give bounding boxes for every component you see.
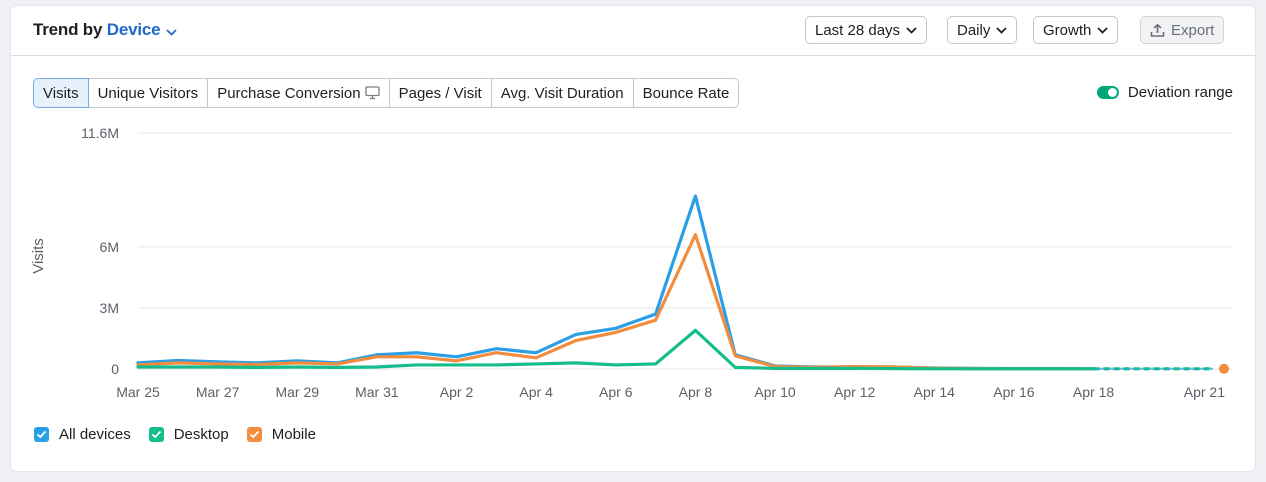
x-tick-label: Apr 6 xyxy=(599,384,633,400)
x-tick-label: Mar 27 xyxy=(196,384,240,400)
y-tick-label: 3M xyxy=(100,300,119,316)
legend-item-desktop[interactable]: Desktop xyxy=(148,426,229,443)
metric-mode-label: Growth xyxy=(1043,22,1092,39)
chart-legend: All devices Desktop Mobile xyxy=(34,426,334,443)
x-tick-label: Mar 25 xyxy=(116,384,160,400)
card-title: Trend by Device xyxy=(33,20,178,41)
last-point-marker xyxy=(1219,363,1229,374)
y-tick-label: 0 xyxy=(111,361,119,377)
x-tick-label: Apr 16 xyxy=(993,384,1034,400)
trend-card: Trend by Device Last 28 days Daily Growt… xyxy=(11,6,1255,471)
tab-bounce-rate[interactable]: Bounce Rate xyxy=(632,78,740,108)
x-tick-label: Apr 14 xyxy=(914,384,955,400)
tab-unique-visitors[interactable]: Unique Visitors xyxy=(87,78,209,108)
x-tick-label: Mar 29 xyxy=(275,384,319,400)
x-tick-label: Apr 21 xyxy=(1184,384,1225,400)
tab-label: Visits xyxy=(43,85,79,102)
dimension-selector[interactable]: Device xyxy=(107,20,178,39)
tab-label: Unique Visitors xyxy=(97,85,199,102)
export-button[interactable]: Export xyxy=(1140,16,1225,44)
y-axis-label: Visits xyxy=(30,238,47,274)
card-header: Trend by Device Last 28 days Daily Growt… xyxy=(11,6,1255,56)
metric-tabs: Visits Unique Visitors Purchase Conversi… xyxy=(33,78,740,108)
legend-label: Desktop xyxy=(173,426,229,443)
upload-icon xyxy=(1150,23,1165,37)
legend-item-mobile[interactable]: Mobile xyxy=(246,426,316,443)
tab-pages-per-visit[interactable]: Pages / Visit xyxy=(388,78,492,108)
x-tick-label: Apr 4 xyxy=(519,384,553,400)
legend-label: Mobile xyxy=(271,426,316,443)
tab-label: Purchase Conversion xyxy=(217,85,361,102)
tab-label: Pages / Visit xyxy=(398,85,482,102)
granularity-label: Daily xyxy=(957,22,991,39)
checkbox-checked-icon[interactable] xyxy=(148,427,164,442)
granularity-dropdown[interactable]: Daily xyxy=(947,16,1018,44)
period-dropdown[interactable]: Last 28 days xyxy=(805,16,928,44)
title-prefix: Trend by xyxy=(33,20,103,39)
chevron-down-icon xyxy=(166,21,178,41)
export-label: Export xyxy=(1171,22,1215,39)
x-tick-label: Mar 31 xyxy=(355,384,399,400)
checkbox-checked-icon[interactable] xyxy=(34,427,49,442)
x-tick-label: Apr 8 xyxy=(679,384,713,400)
tab-label: Bounce Rate xyxy=(642,85,730,102)
deviation-range-label: Deviation range xyxy=(1127,84,1233,101)
deviation-range-control: Deviation range xyxy=(1096,84,1233,101)
legend-label: All devices xyxy=(59,426,131,443)
deviation-range-toggle[interactable] xyxy=(1096,86,1119,99)
chevron-down-icon xyxy=(906,26,917,34)
y-tick-label: 6M xyxy=(100,239,119,255)
tab-label: Avg. Visit Duration xyxy=(500,85,624,102)
tab-purchase-conversion[interactable]: Purchase Conversion xyxy=(207,78,390,108)
dimension-label: Device xyxy=(106,20,161,39)
legend-item-all-devices[interactable]: All devices xyxy=(34,426,131,443)
tab-avg-visit-duration[interactable]: Avg. Visit Duration xyxy=(490,78,634,108)
series-line-all-devices xyxy=(136,194,1096,371)
chevron-down-icon xyxy=(996,26,1007,34)
series-line-desktop xyxy=(136,328,1096,371)
checkbox-checked-icon[interactable] xyxy=(246,427,262,442)
period-label: Last 28 days xyxy=(815,22,901,39)
tab-visits[interactable]: Visits xyxy=(33,78,89,108)
y-tick-label: 11.6M xyxy=(81,125,119,141)
visits-line-chart: Visits 0 3M 6M 11.6M Mar 25 Mar 27 Mar 29 Mar 3… xyxy=(30,125,1233,400)
x-tick-label: Apr 2 xyxy=(440,384,474,400)
x-tick-label: Apr 18 xyxy=(1073,384,1114,400)
metric-mode-dropdown[interactable]: Growth xyxy=(1033,16,1119,44)
x-tick-label: Apr 12 xyxy=(834,384,875,400)
desktop-icon xyxy=(364,86,380,100)
series-line-mobile xyxy=(136,233,1096,371)
x-tick-label: Apr 10 xyxy=(754,384,795,400)
chevron-down-icon xyxy=(1097,26,1108,34)
